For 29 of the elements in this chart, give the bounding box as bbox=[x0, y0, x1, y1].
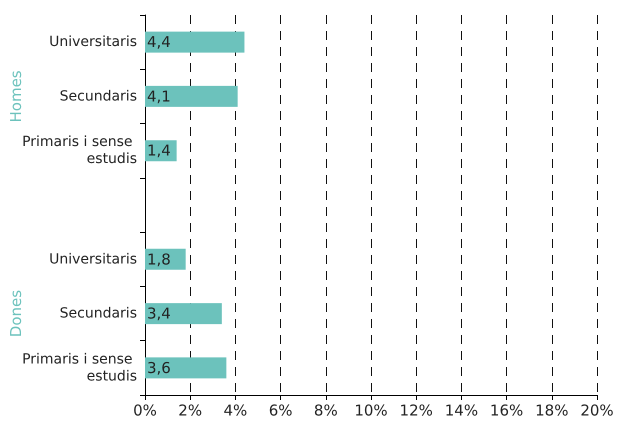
y-tick-label: Primaris i sense estudis bbox=[22, 134, 137, 168]
x-tick-label: 18% bbox=[535, 402, 568, 420]
data-label: 3,4 bbox=[147, 304, 171, 323]
bar bbox=[145, 357, 226, 378]
x-tick-label: 16% bbox=[490, 402, 524, 420]
x-tick-label: 6% bbox=[268, 402, 292, 420]
x-tick-label: 10% bbox=[354, 402, 388, 420]
data-label: 4,4 bbox=[147, 33, 171, 52]
text: Homes bbox=[7, 70, 25, 122]
y-tick-label: Secundaris bbox=[60, 88, 137, 104]
x-tick-label: 14% bbox=[444, 402, 478, 420]
data-label: 1,8 bbox=[147, 250, 171, 268]
bar bbox=[145, 303, 222, 324]
data-label: 4,1 bbox=[147, 87, 171, 106]
y-tick-label: Secundaris bbox=[60, 306, 137, 322]
data-label: 3,6 bbox=[147, 358, 171, 377]
x-tick-label: 12% bbox=[400, 402, 433, 420]
x-tick-label: 0% bbox=[133, 402, 157, 420]
y-tick-label: Universitaris bbox=[49, 251, 137, 268]
text: Dones bbox=[7, 290, 25, 338]
data-label: 1,4 bbox=[147, 142, 171, 160]
x-tick-label: 20% bbox=[580, 402, 614, 420]
x-tick-label: 8% bbox=[314, 402, 338, 420]
y-tick-label: Primaris i sense estudis bbox=[22, 351, 137, 384]
x-tick-label: 4% bbox=[224, 402, 248, 420]
x-tick-label: 2% bbox=[178, 402, 202, 420]
bar bbox=[145, 32, 244, 53]
bar bbox=[145, 86, 238, 107]
y-tick-label: Universitaris bbox=[49, 34, 137, 50]
